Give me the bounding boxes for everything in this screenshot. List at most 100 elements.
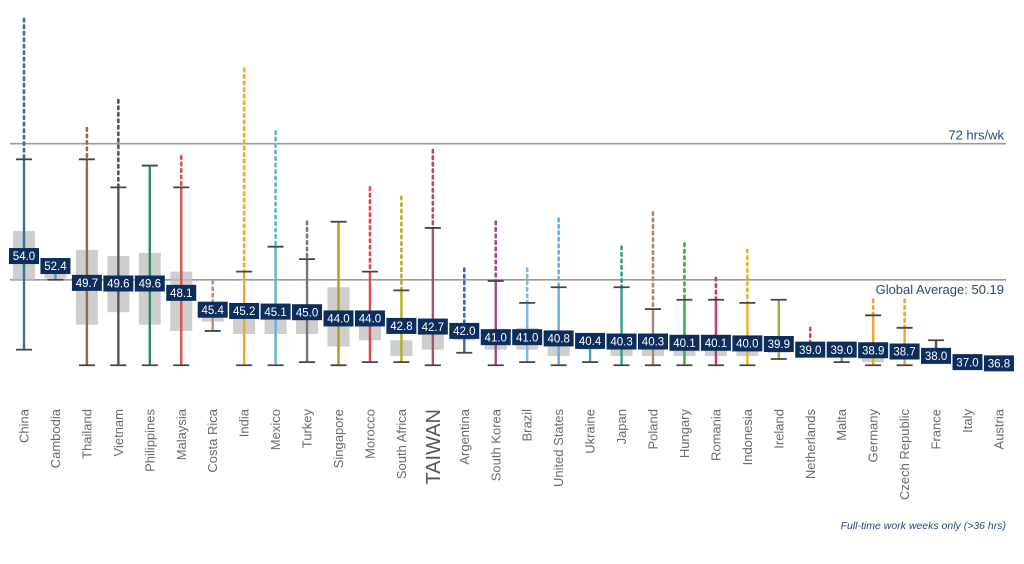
box-plot-malaysia: [170, 154, 193, 367]
mean-value-label: 54.0: [13, 251, 35, 263]
mean-label-box: [9, 248, 39, 265]
mean-value-label: 38.0: [925, 351, 947, 363]
category-label: Italy: [960, 409, 975, 433]
mean-value-label: 45.4: [202, 305, 225, 317]
mean-label-box: [732, 335, 763, 352]
mean-label-box: [260, 303, 291, 320]
mean-label-box: [983, 355, 1014, 372]
mean-label-box: [606, 333, 637, 350]
mean-value-label: 45.1: [264, 307, 286, 319]
category-label: South Africa: [394, 408, 409, 479]
mean-label-box: [795, 341, 826, 358]
box-plot-taiwan: [421, 148, 444, 367]
mean-label-box: [103, 275, 134, 292]
box-plot-south-africa: [390, 195, 413, 364]
mean-value-label: 48.1: [170, 288, 192, 300]
mean-value-label: 49.6: [107, 279, 129, 291]
mean-value-label: 41.0: [516, 332, 538, 344]
box-plot-brazil: [516, 267, 539, 364]
category-label: Argentina: [457, 408, 472, 464]
category-label: Hungary: [677, 409, 692, 459]
mean-label-box: [512, 329, 543, 346]
box-plot-vietnam: [107, 98, 130, 367]
category-label: France: [929, 409, 944, 449]
mean-value-label: 42.8: [390, 321, 412, 333]
category-label: Malta: [834, 408, 849, 441]
mean-label-box: [197, 301, 228, 318]
box-plot-singapore: [327, 220, 350, 367]
category-label: Philippines: [142, 409, 157, 472]
category-label: Mexico: [268, 409, 283, 450]
box-plot-thailand: [75, 126, 98, 367]
mean-value-label: 42.0: [453, 326, 475, 338]
category-label: Cambodia: [48, 408, 63, 468]
mean-value-label: 44.0: [327, 314, 349, 326]
category-label: India: [237, 408, 252, 437]
category-label: China: [17, 408, 32, 443]
category-label: Ukraine: [583, 409, 598, 454]
category-label: Austria: [991, 408, 1006, 449]
mean-label-box: [826, 341, 857, 358]
mean-label-box: [229, 302, 260, 319]
mean-label-box: [952, 354, 983, 371]
category-label: Brazil: [520, 409, 535, 442]
footnote: Full-time work weeks only (>36 hrs): [841, 520, 1006, 532]
category-label: South Korea: [488, 408, 503, 481]
mean-value-label: 40.3: [610, 337, 632, 349]
category-label: Thailand: [79, 409, 94, 459]
box-plots: [13, 17, 1010, 367]
category-label: Germany: [866, 409, 881, 463]
mean-labels: 54.0 52.4 49.7 49.6 49.6 48.1 45.4 45.2 45.1 45.0…: [9, 248, 1014, 372]
mean-label-box: [449, 322, 480, 339]
box-plot-philippines: [138, 164, 161, 367]
category-label: Romania: [708, 408, 723, 461]
box-plot-india: [233, 67, 256, 367]
mean-value-label: 49.7: [76, 278, 98, 290]
mean-label-box: [575, 332, 606, 349]
mean-label-box: [354, 310, 385, 327]
mean-value-label: 36.8: [988, 359, 1010, 371]
mean-label-box: [858, 342, 889, 359]
mean-label-box: [417, 318, 448, 335]
reference-lines: 72 hrs/wk Global Average: 50.19: [10, 128, 1006, 297]
category-label: Singapore: [331, 409, 346, 468]
box-plot-china: [13, 17, 35, 351]
mean-value-label: 44.0: [359, 314, 381, 326]
mean-label-box: [669, 334, 700, 351]
global-average-line-label: Global Average: 50.19: [876, 282, 1004, 297]
mean-label-box: [638, 333, 668, 350]
mean-value-label: 38.7: [893, 347, 915, 359]
category-label: Netherlands: [803, 409, 818, 480]
mean-label-box: [292, 304, 323, 321]
mean-label-box: [40, 258, 71, 275]
mean-label-box: [134, 275, 165, 292]
72-hour-line-label: 72 hrs/wk: [948, 128, 1004, 143]
category-label: United States: [551, 409, 566, 488]
mean-value-label: 40.0: [736, 339, 758, 351]
mean-value-label: 38.9: [862, 345, 884, 357]
mean-value-label: 40.3: [642, 337, 664, 349]
mean-value-label: 45.0: [296, 307, 318, 319]
mean-value-label: 42.7: [422, 322, 444, 334]
mean-value-label: 39.0: [831, 345, 853, 357]
mean-value-label: 40.1: [705, 338, 727, 350]
category-label: Indonesia: [740, 408, 755, 465]
category-labels: China Cambodia Thailand Vietnam Philippines M…: [17, 408, 1007, 500]
mean-value-label: 39.0: [799, 345, 821, 357]
category-label: Poland: [646, 409, 661, 449]
category-label: Malaysia: [174, 408, 189, 460]
mean-value-label: 40.8: [547, 334, 569, 346]
mean-label-box: [763, 336, 794, 353]
category-label: Japan: [614, 409, 629, 444]
category-label: Vietnam: [111, 409, 126, 456]
mean-value-label: 45.2: [233, 306, 255, 318]
mean-label-box: [323, 310, 354, 327]
box-plot-romania: [704, 276, 727, 367]
category-label: Ireland: [771, 409, 786, 449]
category-label: Turkey: [300, 409, 315, 449]
mean-label-box: [71, 274, 102, 291]
mean-value-label: 49.6: [139, 279, 161, 291]
mean-label-box: [700, 334, 731, 351]
mean-value-label: 52.4: [44, 261, 67, 273]
